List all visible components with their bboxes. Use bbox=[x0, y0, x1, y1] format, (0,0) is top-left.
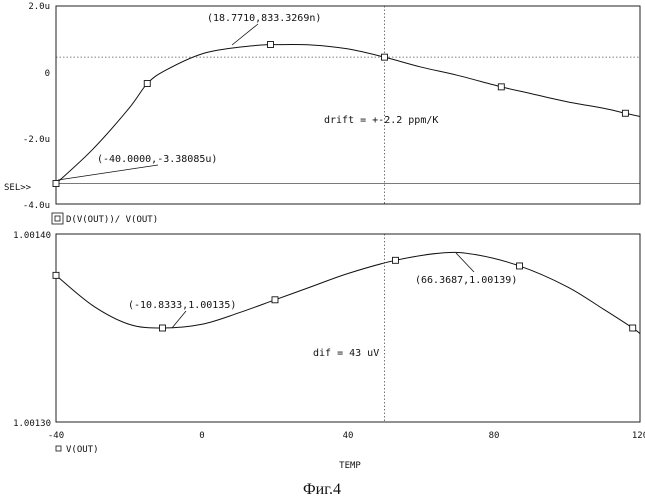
top-data-point-marker bbox=[382, 54, 388, 60]
top-annotation-leader bbox=[232, 24, 258, 45]
bottom-ytick-label: 1.00140 bbox=[13, 231, 51, 241]
legend-marker-icon bbox=[55, 216, 60, 221]
legend-marker-icon bbox=[56, 446, 61, 451]
top-plot-frame bbox=[56, 6, 640, 204]
top-annotation-max: (18.7710,833.3269n) bbox=[207, 13, 321, 24]
top-data-point-marker bbox=[498, 84, 504, 90]
bottom-annotation-leader bbox=[172, 311, 186, 328]
top-ytick-label: 0 bbox=[45, 69, 50, 79]
bottom-plot-frame bbox=[56, 234, 640, 422]
top-y-axis: 2.0u 0 -2.0u -4.0u SEL>> bbox=[4, 2, 50, 211]
xtick-label: 120 bbox=[632, 431, 645, 441]
bottom-annotation-min: (-10.8333,1.00135) bbox=[128, 300, 236, 311]
top-data-point-marker bbox=[268, 42, 274, 48]
sel-label: SEL>> bbox=[4, 183, 32, 193]
bottom-data-point-marker bbox=[517, 263, 523, 269]
bottom-data-point-marker bbox=[159, 325, 165, 331]
legend-selected-box bbox=[52, 213, 63, 224]
top-annotation-drift: drift = +-2.2 ppm/K bbox=[324, 115, 438, 126]
top-plot: 2.0u 0 -2.0u -4.0u SEL>> (18.7710,833.32… bbox=[4, 2, 640, 211]
top-ytick-label: -2.0u bbox=[23, 135, 50, 145]
x-axis-label: TEMP bbox=[339, 461, 361, 471]
bottom-x-axis: -40 0 40 80 120 bbox=[48, 431, 645, 441]
top-annotation-start: (-40.0000,-3.38085u) bbox=[97, 154, 217, 165]
bottom-annotation-max: (66.3687,1.00139) bbox=[415, 275, 517, 286]
bottom-data-point-marker bbox=[53, 272, 59, 278]
xtick-label: 80 bbox=[489, 431, 500, 441]
xtick-label: 40 bbox=[343, 431, 354, 441]
figure-caption: Фиг.4 bbox=[303, 481, 341, 498]
top-cursor-lines bbox=[56, 6, 640, 204]
top-data-point-marker bbox=[144, 81, 150, 87]
bottom-plot: 1.00140 1.00130 -40 0 40 80 120 (-10.833… bbox=[13, 231, 645, 441]
bottom-annotation-leader bbox=[456, 253, 474, 272]
top-data-point-marker bbox=[53, 181, 59, 187]
top-ytick-label: -4.0u bbox=[23, 201, 50, 211]
bottom-data-point-marker bbox=[392, 257, 398, 263]
top-annotation-leader bbox=[58, 165, 158, 180]
top-legend-label: D(V(OUT))/ V(OUT) bbox=[66, 215, 158, 225]
top-data-point-marker bbox=[622, 110, 628, 116]
top-ytick-label: 2.0u bbox=[28, 2, 50, 12]
bottom-data-point-marker bbox=[630, 325, 636, 331]
bottom-data-point-marker bbox=[272, 297, 278, 303]
bottom-legend: V(OUT) bbox=[56, 445, 99, 455]
top-legend: D(V(OUT))/ V(OUT) bbox=[52, 213, 158, 225]
bottom-annotation-dif: dif = 43 uV bbox=[313, 348, 379, 359]
bottom-ytick-label: 1.00130 bbox=[13, 419, 51, 429]
bottom-y-axis: 1.00140 1.00130 bbox=[13, 231, 51, 429]
xtick-label: -40 bbox=[48, 431, 64, 441]
bottom-legend-label: V(OUT) bbox=[66, 445, 99, 455]
bottom-markers bbox=[53, 257, 636, 331]
bottom-series-line bbox=[56, 252, 640, 333]
xtick-label: 0 bbox=[199, 431, 204, 441]
